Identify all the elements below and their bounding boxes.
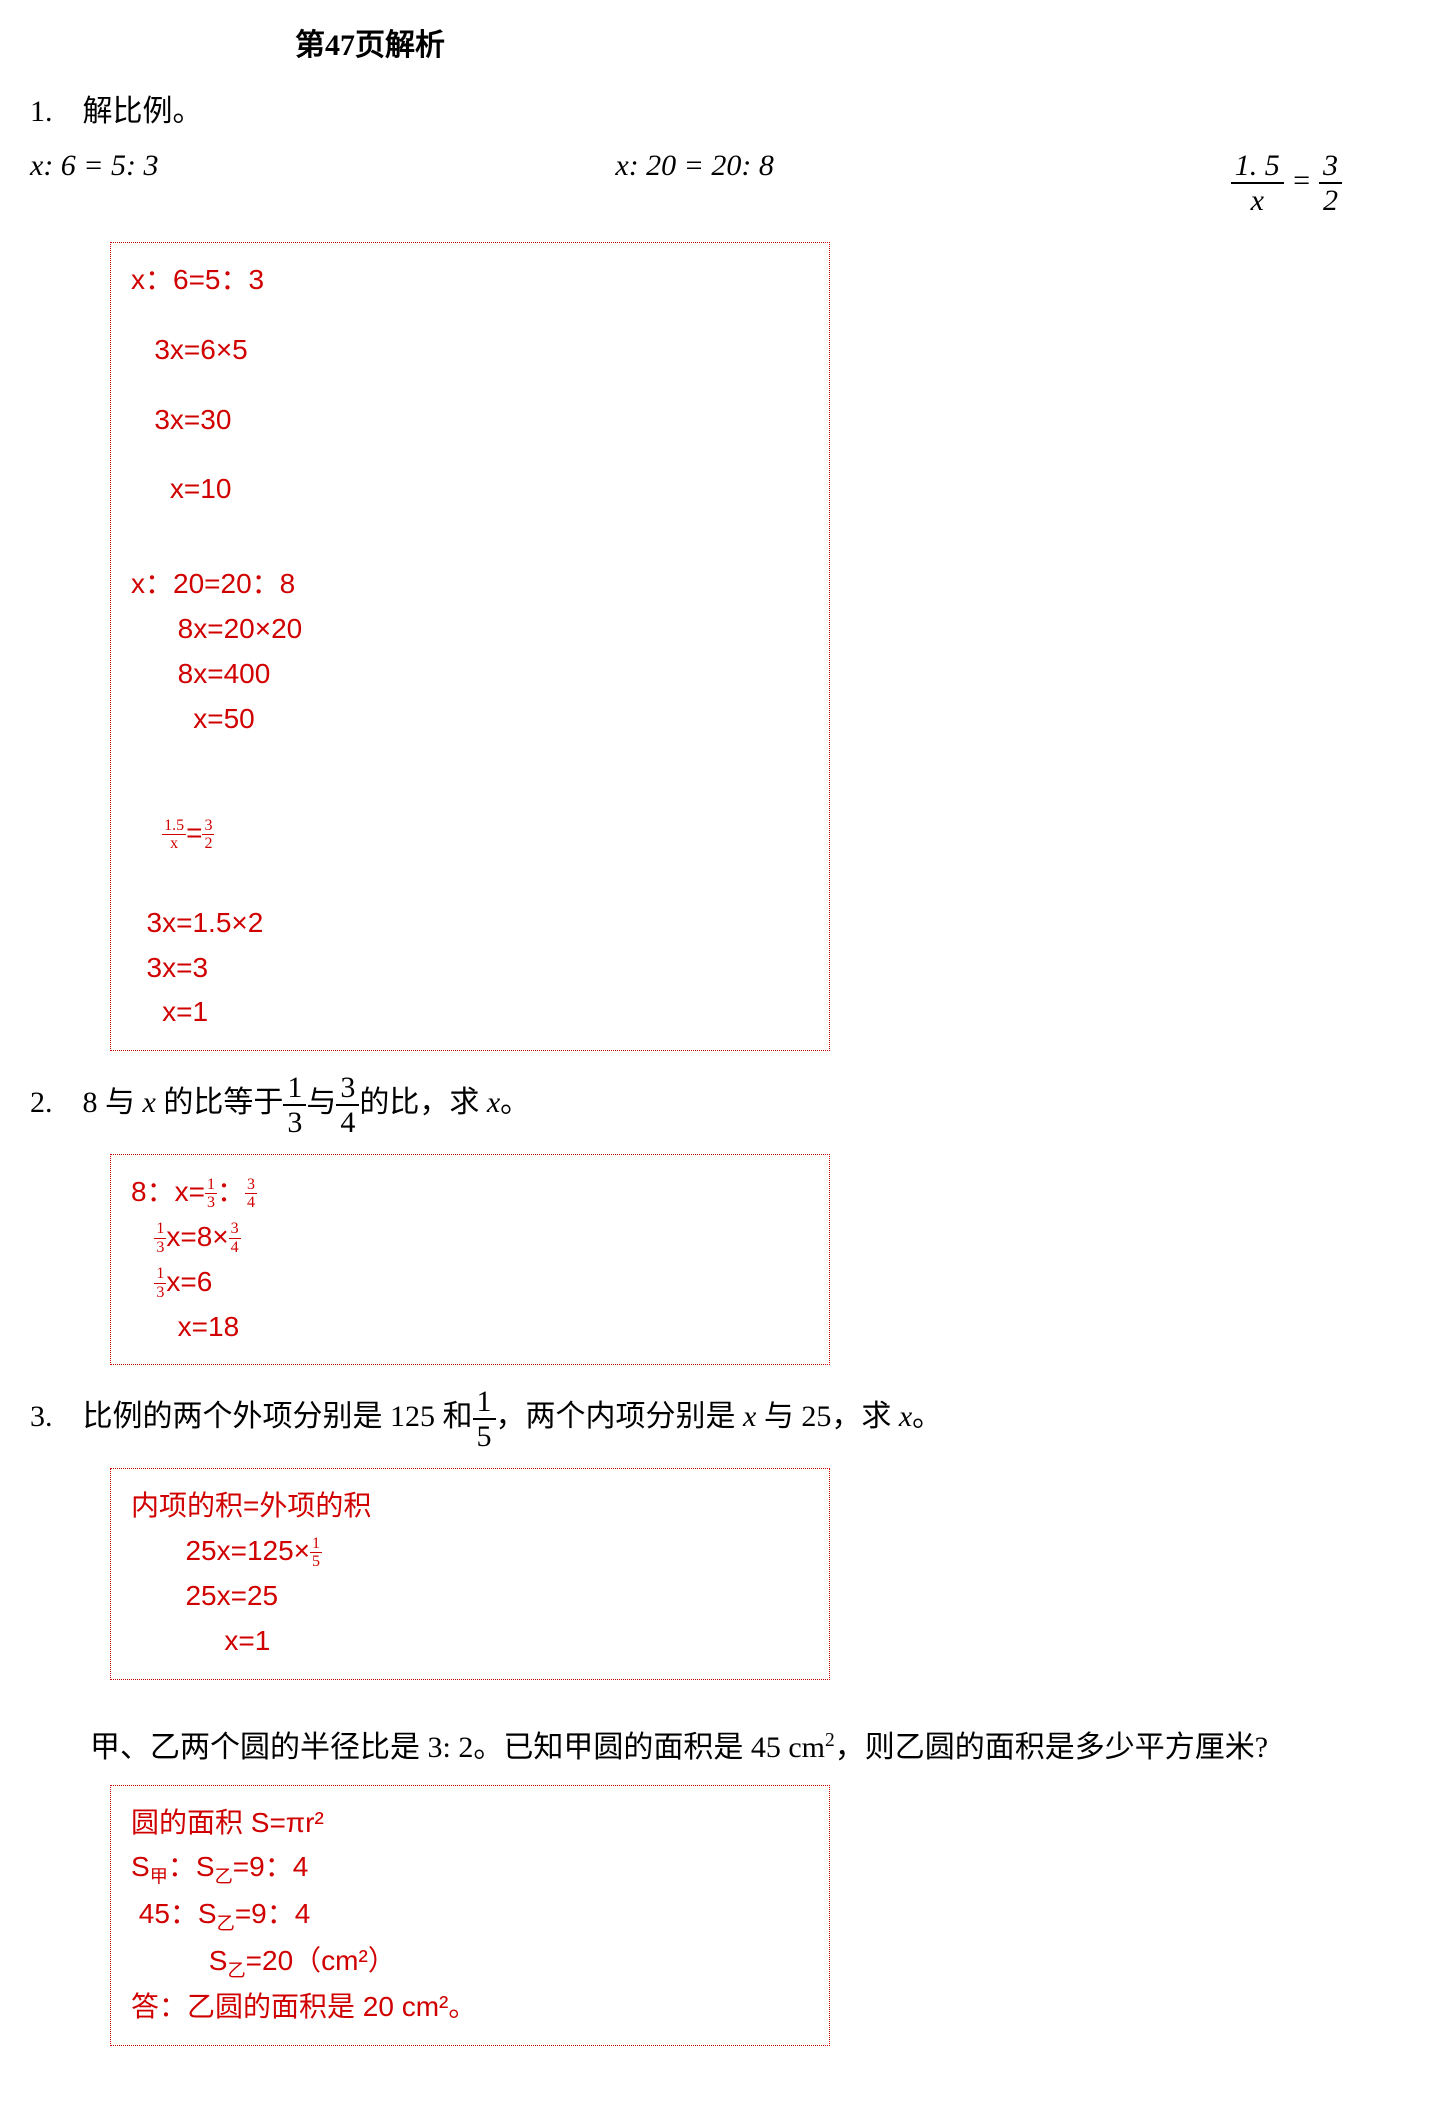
- var-x: x: [899, 1400, 912, 1433]
- text: 25x=125×: [131, 1535, 310, 1566]
- text: S: [131, 1945, 227, 1976]
- superscript: 2: [825, 1730, 835, 1751]
- frac-den: 4: [229, 1239, 241, 1257]
- text: 。: [912, 1400, 942, 1433]
- q3-label: 3. 比例的两个外项分别是 125 和15，两个内项分别是 x 与 25，求 x…: [30, 1385, 1402, 1453]
- frac-num: 3: [336, 1071, 359, 1106]
- page-title: 第47页解析: [220, 20, 520, 64]
- text: 的比，求: [359, 1086, 487, 1119]
- frac-num: 1: [154, 1220, 166, 1239]
- q4-answer-box: 圆的面积 S=πr² S甲：S乙=9：4 45：S乙=9：4 S乙=20（cm²…: [110, 1785, 830, 2047]
- answer-line: 25x=125×15: [131, 1529, 809, 1574]
- answer-line: 13x=6: [131, 1260, 809, 1305]
- text: 甲、乙两个圆的半径比是 3: 2。已知甲圆的面积是 45 cm: [30, 1731, 825, 1764]
- text: ：: [217, 1176, 245, 1207]
- answer-line: 3x=3: [131, 946, 809, 991]
- text: =9：4: [233, 1851, 309, 1882]
- var-x: x: [143, 1086, 156, 1119]
- answer-line: 8：x=13：34: [131, 1170, 809, 1215]
- answer-line: 45：S乙=9：4: [131, 1892, 809, 1939]
- frac-den: x: [162, 835, 186, 853]
- text: S: [131, 1851, 150, 1882]
- q1-equations: x: 6 = 5: 3 x: 20 = 20: 8 1. 5x = 32: [30, 149, 1402, 217]
- q1-eq3: 1. 5x = 32: [1231, 149, 1342, 217]
- q1-eq1: x: 6 = 5: 3: [30, 149, 159, 217]
- text: 。: [500, 1086, 530, 1119]
- text: x=6: [166, 1266, 212, 1297]
- text: 3. 比例的两个外项分别是 125 和: [30, 1400, 473, 1433]
- answer-line: 内项的积=外项的积: [131, 1484, 809, 1529]
- text: 45：S: [131, 1898, 217, 1929]
- subscript: 甲: [150, 1867, 168, 1887]
- answer-line: 3x=30: [131, 398, 809, 443]
- answer-line: x=1: [131, 990, 809, 1035]
- text: 与 25，求: [756, 1400, 899, 1433]
- text: ，则乙圆的面积是多少平方厘米?: [835, 1731, 1268, 1764]
- frac-num: 1: [310, 1535, 322, 1554]
- q3-answer-box: 内项的积=外项的积 25x=125×15 25x=25 x=1: [110, 1468, 830, 1679]
- answer-line: 8x=20×20: [131, 607, 809, 652]
- text: [131, 1266, 154, 1297]
- frac-den: 3: [205, 1194, 217, 1212]
- answer-line: 1.5x=32: [131, 766, 809, 900]
- frac-den: 5: [310, 1553, 322, 1571]
- frac-num: 1: [205, 1176, 217, 1195]
- q2-label: 2. 8 与 x 的比等于13与34的比，求 x。: [30, 1071, 1402, 1139]
- answer-line: 3x=1.5×2: [131, 901, 809, 946]
- q2-answer-box: 8：x=13：34 13x=8×34 13x=6 x=18: [110, 1154, 830, 1365]
- var-x: x: [743, 1400, 756, 1433]
- text: 的比等于: [156, 1086, 284, 1119]
- text: x=8×: [166, 1221, 228, 1252]
- q1-eq2: x: 20 = 20: 8: [615, 149, 774, 217]
- answer-line: x=1: [131, 1619, 809, 1664]
- q1-answer-box: x：6=5：3 3x=6×5 3x=30 x=10 x：20=20：8 8x=2…: [110, 242, 830, 1051]
- frac-den: 2: [1319, 184, 1342, 217]
- text: 与: [306, 1086, 336, 1119]
- answer-line: 25x=25: [131, 1574, 809, 1619]
- answer-line: S乙=20（cm²）: [131, 1939, 809, 1986]
- answer-line: 8x=400: [131, 652, 809, 697]
- frac-den: 3: [283, 1106, 306, 1139]
- frac-den: 3: [154, 1284, 166, 1302]
- frac-den: x: [1231, 184, 1284, 217]
- frac-num: 1: [473, 1385, 496, 1420]
- text: ：S: [168, 1851, 215, 1882]
- var-x: x: [487, 1086, 500, 1119]
- subscript: 乙: [227, 1960, 245, 1980]
- answer-line: x=18: [131, 1305, 809, 1350]
- answer-line: x：20=20：8: [131, 562, 809, 607]
- answer-line: x：6=5：3: [131, 258, 809, 303]
- subscript: 乙: [215, 1867, 233, 1887]
- frac-den: 3: [154, 1239, 166, 1257]
- frac-num: 1. 5: [1231, 149, 1284, 184]
- text: 2. 8 与: [30, 1086, 143, 1119]
- frac-den: 2: [202, 835, 214, 853]
- q4-label: 甲、乙两个圆的半径比是 3: 2。已知甲圆的面积是 45 cm2，则乙圆的面积是…: [30, 1725, 1402, 1770]
- answer-line: S甲：S乙=9：4: [131, 1845, 809, 1892]
- frac-num: 1: [154, 1265, 166, 1284]
- answer-line: 13x=8×34: [131, 1215, 809, 1260]
- answer-line: 3x=6×5: [131, 328, 809, 373]
- q1-label: 1. 解比例。: [30, 89, 1402, 134]
- frac-num: 3: [202, 817, 214, 836]
- frac-num: 1.5: [162, 817, 186, 836]
- frac-num: 3: [245, 1176, 257, 1195]
- frac-den: 4: [245, 1194, 257, 1212]
- answer-line: 答：乙圆的面积是 20 cm²。: [131, 1985, 809, 2030]
- frac-num: 3: [1319, 149, 1342, 184]
- text: [131, 1221, 154, 1252]
- frac-num: 3: [229, 1220, 241, 1239]
- frac-den: 4: [336, 1106, 359, 1139]
- answer-line: 圆的面积 S=πr²: [131, 1801, 809, 1846]
- subscript: 乙: [217, 1914, 235, 1934]
- text: 8：x=: [131, 1176, 205, 1207]
- text: ，两个内项分别是: [496, 1400, 744, 1433]
- answer-line: x=10: [131, 467, 809, 512]
- answer-line: x=50: [131, 697, 809, 742]
- text: =9：4: [235, 1898, 311, 1929]
- text: =20（cm²）: [246, 1945, 396, 1976]
- frac-num: 1: [283, 1071, 306, 1106]
- frac-den: 5: [473, 1420, 496, 1453]
